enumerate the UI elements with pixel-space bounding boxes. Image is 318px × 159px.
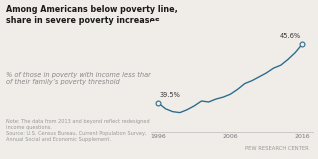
Text: Note: The data from 2013 and beyond reflect redesigned
income questions.
Source:: Note: The data from 2013 and beyond refl… [6,119,150,142]
Text: 39.5%: 39.5% [160,92,181,98]
Text: PEW RESEARCH CENTER: PEW RESEARCH CENTER [245,146,308,151]
Text: Among Americans below poverty line,
share in severe poverty increases: Among Americans below poverty line, shar… [6,5,178,25]
Text: 45.6%: 45.6% [280,33,301,39]
Text: % of those in poverty with income less than half
of their family’s poverty thres: % of those in poverty with income less t… [6,72,167,85]
